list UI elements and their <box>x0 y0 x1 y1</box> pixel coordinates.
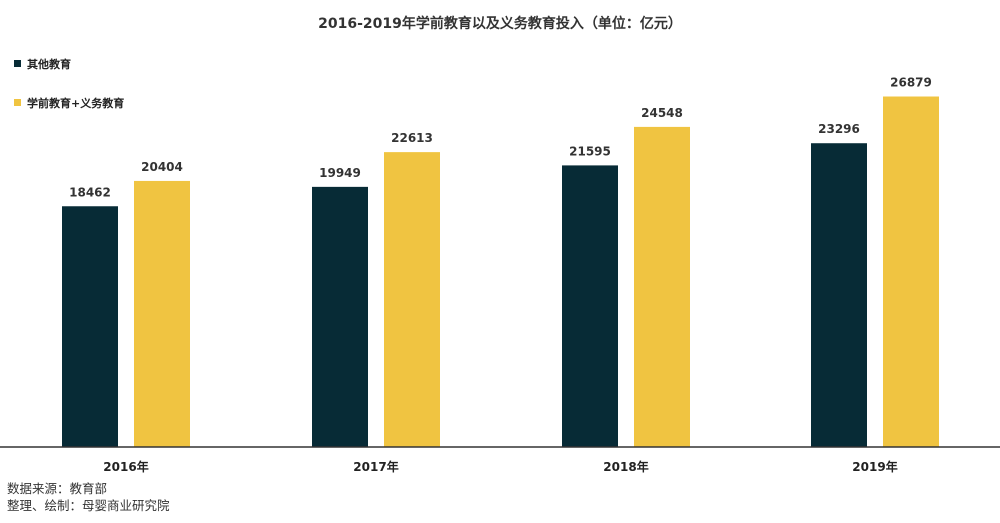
bar-2-3 <box>634 126 690 448</box>
bar-1-2 <box>312 186 368 447</box>
data-label-2-3: 24548 <box>641 106 683 120</box>
data-label-1-1: 18462 <box>69 185 111 199</box>
data-label-2-4: 26879 <box>890 75 932 89</box>
data-label-1-2: 19949 <box>319 166 361 180</box>
value-labels: 18462 20404 19949 22613 21595 24548 23296 26879 <box>69 75 932 199</box>
x-axis-ticks: 2016年 2017年 2018年 2019年 <box>103 459 897 474</box>
legend-swatch-1 <box>14 60 21 67</box>
bar-2-2 <box>384 152 440 448</box>
legend-swatch-2 <box>14 99 21 106</box>
data-label-2-2: 22613 <box>391 131 433 145</box>
data-label-1-3: 21595 <box>569 144 611 158</box>
bars <box>62 96 939 448</box>
legend-label-2: 学前教育+义务教育 <box>27 96 124 110</box>
bar-1-1 <box>62 206 118 447</box>
bar-1-4 <box>811 143 867 447</box>
data-source-text: 数据来源：教育部 <box>7 481 108 496</box>
chart-title: 2016-2019年学前教育以及义务教育投入（单位：亿元） <box>318 15 682 32</box>
bar-1-3 <box>562 165 618 448</box>
x-tick-label-2: 2017年 <box>353 459 398 474</box>
data-label-1-4: 23296 <box>818 122 860 136</box>
x-tick-label-3: 2018年 <box>603 459 648 474</box>
data-label-2-1: 20404 <box>141 160 183 174</box>
source-notes: 数据来源：教育部 整理、绘制：母婴商业研究院 <box>7 480 170 514</box>
legend-label-1: 其他教育 <box>27 57 71 71</box>
bar-2-4 <box>883 96 939 448</box>
x-tick-label-4: 2019年 <box>852 459 897 474</box>
bar-2-1 <box>134 180 190 448</box>
x-tick-label-1: 2016年 <box>103 459 148 474</box>
credit-text: 整理、绘制：母婴商业研究院 <box>7 498 170 513</box>
